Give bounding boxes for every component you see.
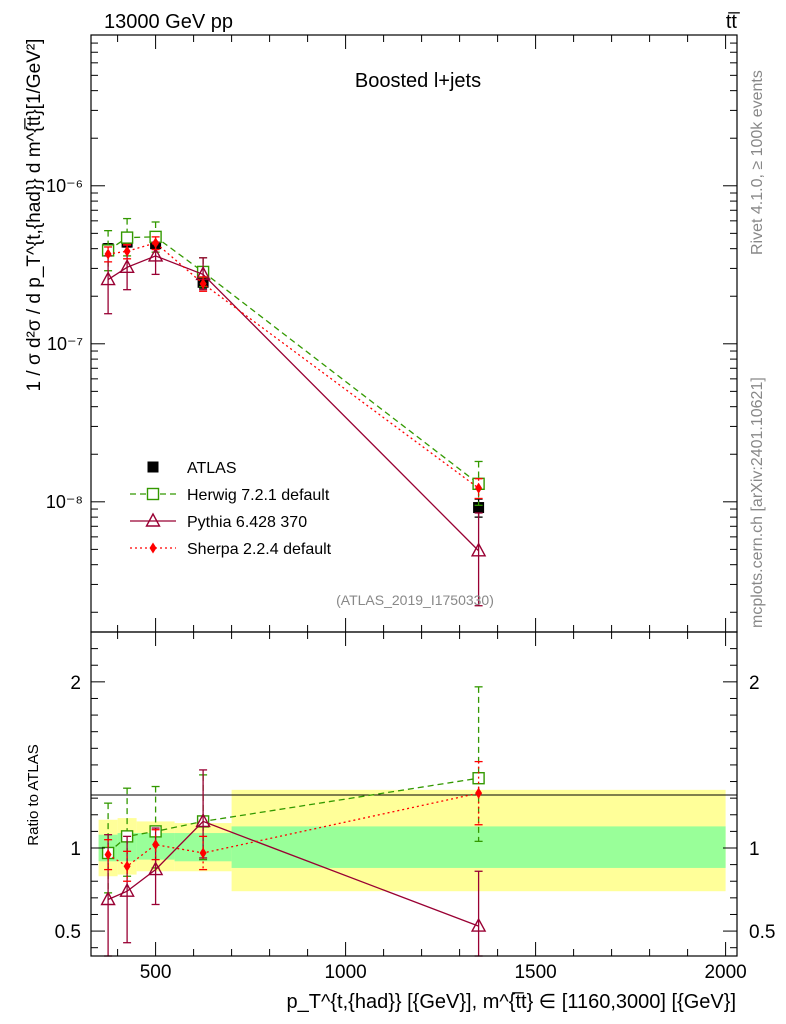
main-axis-ticks: 10⁻⁶ 10⁻⁷ 10⁻⁸ — [46, 34, 737, 632]
ratio-y-tick-label: 0.5 — [55, 922, 81, 943]
main-marker-sherpa-2-2-4-default — [475, 482, 483, 494]
ratio-series-sherpa-2-2-4-default — [104, 760, 483, 882]
ratio-y-axis-label: Ratio to ATLAS — [25, 744, 42, 845]
main-y-axis-label: 1 / σ d²σ / d p_T^{t,{had}} d m^{t̅t}[1/… — [24, 39, 45, 392]
ratio-y-tick-label-right: 2 — [749, 673, 760, 694]
rivet-label: Rivet 4.1.0, ≥ 100k events — [749, 70, 766, 255]
main-marker-herwig-7-2-1-default — [120, 231, 134, 244]
source-label: mcplots.cern.ch [arXiv:2401.10621] — [749, 377, 766, 628]
main-series-atlas — [102, 236, 485, 518]
ratio-y-tick-label-right: 1 — [749, 839, 760, 860]
process-label: tt̅ — [726, 11, 740, 33]
main-panel: 10⁻⁶ 10⁻⁷ 10⁻⁸ Boosted l+jets (ATLAS_2019_… — [24, 34, 738, 633]
legend-entry-herwig-7-2-1-default: Herwig 7.2.1 default — [130, 487, 330, 504]
legend-marker-herwig-7-2-1-default — [146, 487, 160, 501]
main-marker-pythia-6-428-370 — [100, 271, 116, 286]
main-marker-sherpa-2-2-4-default — [104, 248, 112, 260]
x-tick-label: 500 — [140, 962, 172, 983]
main-marker-sherpa-2-2-4-default — [123, 245, 131, 257]
legend-marker-pythia-6-428-370 — [145, 512, 161, 527]
ratio-y-tick-label: 1 — [70, 839, 81, 860]
main-y-tick-label: 10⁻⁷ — [47, 334, 83, 354]
ratio-series-layer — [100, 686, 487, 957]
legend-label: Herwig 7.2.1 default — [187, 487, 330, 504]
ratio-y-tick-label-right: 0.5 — [749, 922, 775, 943]
x-tick-label: 2000 — [704, 962, 746, 983]
ratio-axis-ticks: 0.5 0.5 1 1 2 2 500 1000 1500 2000 — [55, 631, 775, 983]
main-series-sherpa-2-2-4-default — [104, 236, 483, 500]
legend-label: Pythia 6.428 370 — [187, 514, 307, 531]
legend-marker-sherpa-2-2-4-default — [149, 542, 157, 554]
energy-label: 13000 GeV pp — [104, 11, 233, 33]
ratio-marker-sherpa-2-2-4-default — [152, 839, 160, 851]
legend-marker-atlas — [147, 461, 159, 473]
ratio-marker-pythia-6-428-370 — [195, 812, 211, 828]
legend-entry-pythia-6-428-370: Pythia 6.428 370 — [130, 512, 307, 531]
legend-label: ATLAS — [187, 460, 237, 477]
ratio-panel: 0.5 0.5 1 1 2 2 500 1000 1500 2000 Ratio to ATLAS… — [25, 631, 775, 1013]
main-y-tick-label: 10⁻⁸ — [46, 492, 83, 512]
main-marker-atlas — [473, 502, 485, 514]
ratio-line-sherpa-2-2-4-default — [107, 792, 479, 868]
main-line-pythia-6-428-370 — [107, 255, 480, 552]
ratio-marker-pythia-6-428-370 — [119, 882, 135, 897]
x-tick-label: 1500 — [514, 962, 556, 983]
x-tick-label: 1000 — [324, 962, 366, 983]
analysis-watermark: (ATLAS_2019_I1750330) — [336, 592, 494, 608]
main-title: Boosted l+jets — [355, 70, 481, 92]
ratio-marker-pythia-6-428-370 — [100, 891, 116, 906]
main-y-tick-label: 10⁻⁶ — [46, 176, 83, 196]
ratio-marker-sherpa-2-2-4-default — [104, 849, 112, 861]
ratio-uncertainty-bands — [98, 789, 726, 892]
ratio-marker-sherpa-2-2-4-default — [123, 860, 131, 872]
ratio-marker-pythia-6-428-370 — [470, 917, 487, 932]
ratio-y-tick-label: 2 — [70, 673, 81, 694]
legend-label: Sherpa 2.2.4 default — [187, 541, 332, 558]
main-marker-pythia-6-428-370 — [119, 258, 135, 273]
legend-entry-atlas: ATLAS — [147, 460, 237, 477]
main-series-pythia-6-428-370 — [100, 241, 487, 607]
x-axis-label: p_T^{t,{had}} [{GeV}], m^{t̅t} ∈ [1160,3… — [287, 991, 736, 1013]
legend: ATLAS Herwig 7.2.1 default Pythia 6.428 37… — [130, 460, 332, 558]
ratio-marker-pythia-6-428-370 — [147, 861, 164, 876]
main-marker-pythia-6-428-370 — [147, 247, 164, 262]
ratio-marker-sherpa-2-2-4-default — [475, 787, 483, 799]
ratio-frame — [90, 631, 738, 957]
ratio-marker-sherpa-2-2-4-default — [199, 847, 207, 859]
main-series-herwig-7-2-1-default — [101, 217, 485, 506]
main-series-layer — [100, 217, 487, 607]
main-marker-sherpa-2-2-4-default — [152, 237, 160, 249]
main-marker-pythia-6-428-370 — [470, 542, 487, 557]
legend-entry-sherpa-2-2-4-default: Sherpa 2.2.4 default — [130, 541, 332, 558]
main-marker-sherpa-2-2-4-default — [199, 278, 207, 290]
ratio-inner-band — [231, 826, 726, 868]
main-line-sherpa-2-2-4-default — [108, 242, 479, 489]
